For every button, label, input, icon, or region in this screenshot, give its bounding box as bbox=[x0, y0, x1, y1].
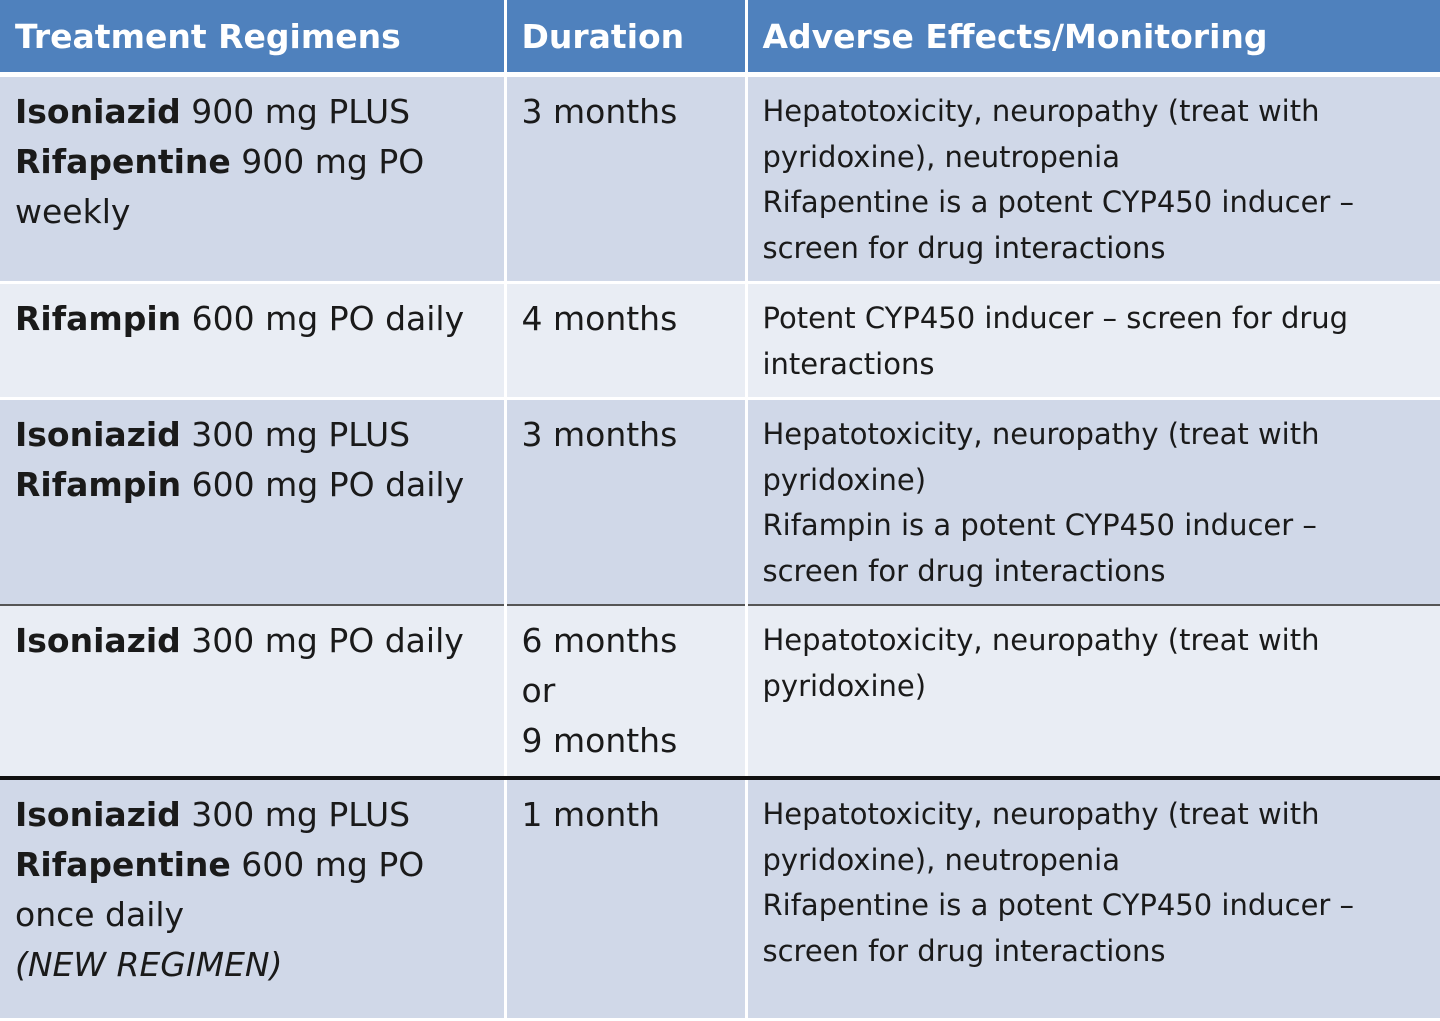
regimen-line: Rifampin 600 mg PO daily bbox=[15, 294, 489, 344]
duration-cell: 3 months bbox=[505, 74, 748, 284]
duration-text: 4 months bbox=[521, 299, 678, 338]
effects-line: pyridoxine), neutropenia bbox=[762, 139, 1120, 174]
table-header-row: Treatment Regimens Duration Adverse Effe… bbox=[0, 0, 1440, 77]
regimen-line: Rifapentine 900 mg PO bbox=[15, 137, 489, 187]
header-adverse-effects-monitoring: Adverse Effects/Monitoring bbox=[746, 0, 1440, 77]
duration-text: 1 month bbox=[521, 795, 661, 834]
duration-cell: 4 months bbox=[505, 282, 748, 400]
table-row: Isoniazid 300 mg PLUS Rifapentine 600 mg… bbox=[0, 778, 1440, 1021]
dose-text: 600 mg PO bbox=[230, 845, 425, 884]
dose-text: 900 mg PLUS bbox=[180, 92, 411, 131]
regimen-line: Isoniazid 300 mg PO daily bbox=[15, 616, 489, 666]
effects-cell: Hepatotoxicity, neuropathy (treat with p… bbox=[746, 74, 1440, 284]
regimen-line: Rifampin 600 mg PO daily bbox=[15, 460, 489, 510]
dose-text: 300 mg PO daily bbox=[180, 621, 464, 660]
effects-line: screen for drug interactions bbox=[762, 553, 1166, 588]
effects-line: Hepatotoxicity, neuropathy (treat with bbox=[762, 797, 1320, 831]
duration-text: 6 months bbox=[521, 621, 678, 660]
drug-name: Rifampin bbox=[15, 299, 182, 338]
regimen-line: Isoniazid 300 mg PLUS bbox=[15, 790, 489, 840]
effects-line: Hepatotoxicity, neuropathy (treat with bbox=[762, 417, 1320, 451]
effects-line: screen for drug interactions bbox=[762, 933, 1166, 968]
effects-cell: Hepatotoxicity, neuropathy (treat with p… bbox=[746, 605, 1440, 780]
drug-name: Isoniazid bbox=[15, 415, 181, 454]
table-row: Rifampin 600 mg PO daily 4 months Potent… bbox=[0, 282, 1440, 400]
header-treatment-regimens: Treatment Regimens bbox=[0, 0, 507, 77]
effects-cell: Potent CYP450 inducer – screen for drug … bbox=[746, 282, 1440, 400]
regimen-line: once daily bbox=[15, 890, 489, 940]
effects-line: pyridoxine), neutropenia bbox=[762, 842, 1120, 877]
table-row: Isoniazid 300 mg PLUS Rifampin 600 mg PO… bbox=[0, 398, 1440, 606]
dose-text: weekly bbox=[15, 192, 131, 231]
drug-name: Rifapentine bbox=[15, 845, 231, 884]
effects-cell: Hepatotoxicity, neuropathy (treat with p… bbox=[746, 398, 1440, 606]
regimen-cell: Isoniazid 900 mg PLUS Rifapentine 900 mg… bbox=[0, 74, 507, 284]
regimen-cell: Isoniazid 300 mg PLUS Rifampin 600 mg PO… bbox=[0, 398, 507, 606]
regimen-cell: Rifampin 600 mg PO daily bbox=[0, 282, 507, 400]
drug-name: Rifampin bbox=[15, 465, 182, 504]
effects-line: interactions bbox=[762, 346, 935, 381]
dose-text: 300 mg PLUS bbox=[180, 795, 411, 834]
effects-cell: Hepatotoxicity, neuropathy (treat with p… bbox=[746, 778, 1440, 1021]
duration-cell: 3 months bbox=[505, 398, 748, 606]
duration-text: 3 months bbox=[521, 92, 678, 131]
dose-text: 300 mg PLUS bbox=[180, 415, 411, 454]
dose-text: 600 mg PO daily bbox=[181, 465, 465, 504]
duration-cell: 1 month bbox=[505, 778, 748, 1021]
effects-line: Rifampin is a potent CYP450 inducer – bbox=[762, 508, 1317, 542]
drug-name: Isoniazid bbox=[15, 621, 181, 660]
new-regimen-note: (NEW REGIMEN) bbox=[15, 945, 283, 984]
regimen-line: Rifapentine 600 mg PO bbox=[15, 840, 489, 890]
effects-line: pyridoxine) bbox=[762, 462, 927, 497]
effects-line: screen for drug interactions bbox=[762, 230, 1166, 265]
drug-name: Rifapentine bbox=[15, 142, 231, 181]
regimen-line: Isoniazid 300 mg PLUS bbox=[15, 410, 489, 460]
dose-text: once daily bbox=[15, 895, 185, 934]
effects-line: Hepatotoxicity, neuropathy (treat with bbox=[762, 94, 1320, 128]
regimen-line: Isoniazid 900 mg PLUS bbox=[15, 87, 489, 137]
table-row: Isoniazid 300 mg PO daily 6 months or 9 … bbox=[0, 605, 1440, 780]
duration-text: 3 months bbox=[521, 415, 678, 454]
effects-line: Rifapentine is a potent CYP450 inducer – bbox=[762, 888, 1355, 922]
drug-name: Isoniazid bbox=[15, 795, 181, 834]
effects-line: pyridoxine) bbox=[762, 668, 927, 703]
table-row: Isoniazid 900 mg PLUS Rifapentine 900 mg… bbox=[0, 74, 1440, 284]
effects-line: Rifapentine is a potent CYP450 inducer – bbox=[762, 185, 1355, 219]
header-duration: Duration bbox=[505, 0, 748, 77]
duration-text: 9 months bbox=[521, 721, 678, 760]
dose-text: 900 mg PO bbox=[230, 142, 425, 181]
regimen-cell: Isoniazid 300 mg PLUS Rifapentine 600 mg… bbox=[0, 778, 507, 1021]
drug-name: Isoniazid bbox=[15, 92, 181, 131]
regimen-line: weekly bbox=[15, 187, 489, 237]
effects-line: Hepatotoxicity, neuropathy (treat with bbox=[762, 623, 1320, 657]
duration-text: or bbox=[521, 671, 556, 710]
duration-cell: 6 months or 9 months bbox=[505, 605, 748, 780]
effects-line: Potent CYP450 inducer – screen for drug bbox=[762, 301, 1349, 335]
regimen-cell: Isoniazid 300 mg PO daily bbox=[0, 605, 507, 780]
dose-text: 600 mg PO daily bbox=[181, 299, 465, 338]
